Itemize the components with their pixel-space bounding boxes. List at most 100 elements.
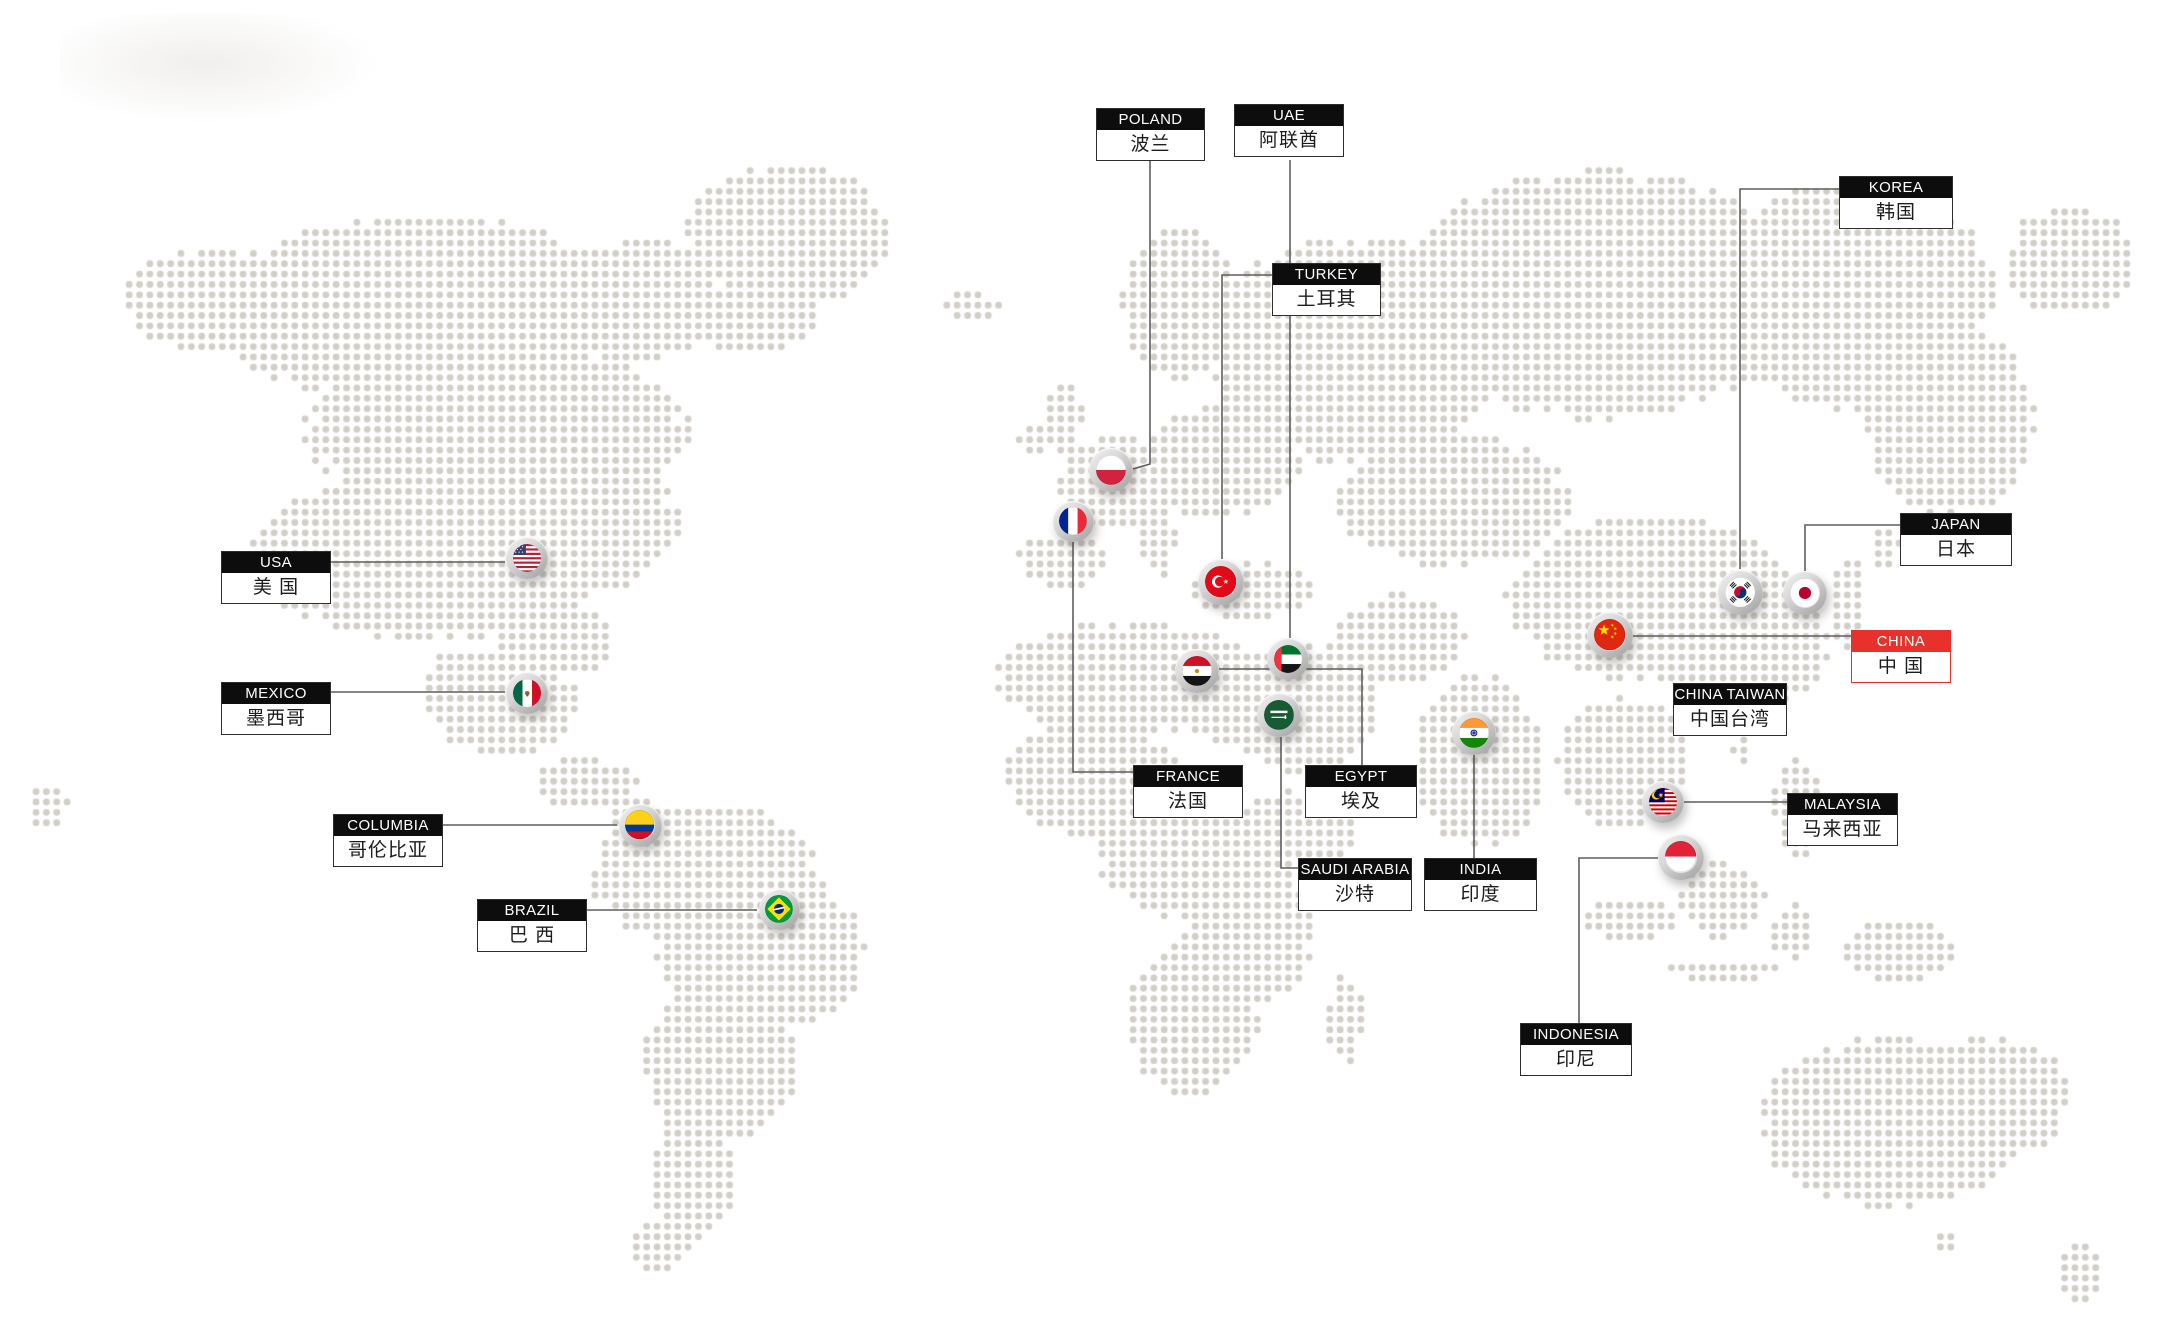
country-name-zh: 马来西亚 — [1802, 819, 1883, 840]
country-name-zh: 土耳其 — [1296, 289, 1357, 310]
country-name-en: KOREA — [1840, 177, 1952, 198]
marker-japan[interactable] — [1783, 571, 1827, 615]
country-name-zh: 日本 — [1935, 539, 1976, 560]
country-name-en: SAUDI ARABIA — [1299, 859, 1411, 880]
country-name-zh: 中国台湾 — [1689, 709, 1770, 730]
marker-korea[interactable] — [1717, 569, 1763, 615]
marker-uae[interactable] — [1267, 638, 1309, 680]
marker-columbia[interactable] — [618, 803, 662, 847]
country-name-en: CHINA TAIWAN — [1674, 684, 1786, 705]
columbia-flag-icon — [625, 810, 655, 840]
uae-flag-icon — [1273, 644, 1303, 674]
marker-malaysia[interactable] — [1642, 781, 1684, 823]
marker-saudi-arabia[interactable] — [1257, 693, 1301, 737]
label-france: FRANCE 法国 — [1133, 765, 1243, 818]
country-name-zh: 印尼 — [1555, 1049, 1596, 1070]
label-turkey: TURKEY 土耳其 — [1272, 263, 1381, 316]
country-name-en: MEXICO — [222, 683, 330, 704]
saudi-arabia-flag-icon — [1264, 700, 1294, 730]
marker-brazil[interactable] — [758, 888, 800, 930]
columbia-flag-icon — [625, 810, 655, 840]
country-name-zh: 印度 — [1460, 884, 1501, 905]
country-name-zh: 哥伦比亚 — [347, 840, 428, 861]
country-name-en: USA — [222, 552, 330, 573]
marker-usa[interactable] — [506, 537, 548, 579]
country-name-zh: 波兰 — [1130, 134, 1171, 155]
india-flag-icon — [1459, 718, 1489, 748]
country-name-en: MALAYSIA — [1788, 794, 1897, 815]
country-name-en: JAPAN — [1901, 514, 2011, 535]
label-mexico: MEXICO 墨西哥 — [221, 682, 331, 735]
label-columbia: COLUMBIA 哥伦比亚 — [333, 814, 443, 867]
marker-turkey[interactable] — [1198, 559, 1244, 605]
label-poland: POLAND 波兰 — [1096, 108, 1205, 161]
country-name-zh: 墨西哥 — [245, 708, 306, 729]
connector-saudi-arabia — [1280, 737, 1298, 869]
marker-india[interactable] — [1452, 711, 1496, 755]
country-name-en: COLUMBIA — [334, 815, 442, 836]
label-saudi-arabia: SAUDI ARABIA 沙特 — [1298, 858, 1412, 911]
country-name-zh: 巴 西 — [508, 925, 556, 946]
turkey-flag-icon — [1205, 566, 1237, 598]
korea-flag-icon — [1724, 576, 1756, 608]
label-brazil: BRAZIL 巴 西 — [477, 899, 587, 952]
connector-indonesia — [1578, 857, 1658, 1023]
uae-flag-icon — [1273, 644, 1303, 674]
label-china: CHINA 中 国 — [1851, 630, 1951, 683]
country-name-en: INDIA — [1425, 859, 1536, 880]
brazil-flag-icon — [765, 895, 793, 923]
poland-flag-icon — [1096, 455, 1126, 485]
country-name-en: CHINA — [1852, 631, 1950, 652]
marker-indonesia[interactable] — [1658, 834, 1704, 880]
country-name-zh: 埃及 — [1340, 791, 1381, 812]
india-flag-icon — [1459, 718, 1489, 748]
country-name-en: FRANCE — [1134, 766, 1242, 787]
country-name-en: EGYPT — [1306, 766, 1416, 787]
egypt-flag-icon — [1182, 656, 1212, 686]
label-egypt: EGYPT 埃及 — [1305, 765, 1417, 818]
label-china-taiwan: CHINA TAIWAN 中国台湾 — [1673, 683, 1787, 736]
egypt-flag-icon — [1182, 656, 1212, 686]
country-name-zh: 阿联酋 — [1258, 130, 1319, 151]
malaysia-flag-icon — [1648, 787, 1678, 817]
label-korea: KOREA 韩国 — [1839, 176, 1953, 229]
china-flag-icon — [1594, 619, 1626, 651]
connector-egypt — [1219, 668, 1363, 765]
label-malaysia: MALAYSIA 马来西亚 — [1787, 793, 1898, 846]
japan-flag-icon — [1790, 578, 1820, 608]
marker-mexico[interactable] — [506, 672, 548, 714]
label-usa: USA 美 国 — [221, 551, 331, 604]
usa-flag-icon — [512, 543, 542, 573]
poland-flag-icon — [1096, 455, 1126, 485]
connector-japan — [1804, 524, 1900, 571]
country-name-en: UAE — [1235, 105, 1343, 126]
marker-france[interactable] — [1052, 500, 1094, 542]
label-japan: JAPAN 日本 — [1900, 513, 2012, 566]
country-name-zh: 中 国 — [1877, 656, 1925, 677]
brazil-flag-icon — [765, 895, 793, 923]
usa-flag-icon — [512, 543, 542, 573]
country-name-en: BRAZIL — [478, 900, 586, 921]
country-name-zh: 韩国 — [1875, 202, 1916, 223]
country-name-zh: 美 国 — [252, 577, 300, 598]
china-flag-icon — [1594, 619, 1626, 651]
indonesia-flag-icon — [1665, 841, 1697, 873]
marker-china[interactable] — [1587, 612, 1633, 658]
country-name-zh: 法国 — [1167, 791, 1208, 812]
indonesia-flag-icon — [1665, 841, 1697, 873]
marker-egypt[interactable] — [1175, 649, 1219, 693]
country-name-en: INDONESIA — [1521, 1024, 1631, 1045]
mexico-flag-icon — [512, 678, 542, 708]
marker-poland[interactable] — [1089, 448, 1133, 492]
country-name-zh: 沙特 — [1334, 884, 1375, 905]
saudi-arabia-flag-icon — [1264, 700, 1294, 730]
label-india: INDIA 印度 — [1424, 858, 1537, 911]
japan-flag-icon — [1790, 578, 1820, 608]
connector-korea — [1739, 188, 1839, 569]
mexico-flag-icon — [512, 678, 542, 708]
connector-france — [1072, 542, 1133, 773]
background-smudge — [60, 14, 380, 124]
